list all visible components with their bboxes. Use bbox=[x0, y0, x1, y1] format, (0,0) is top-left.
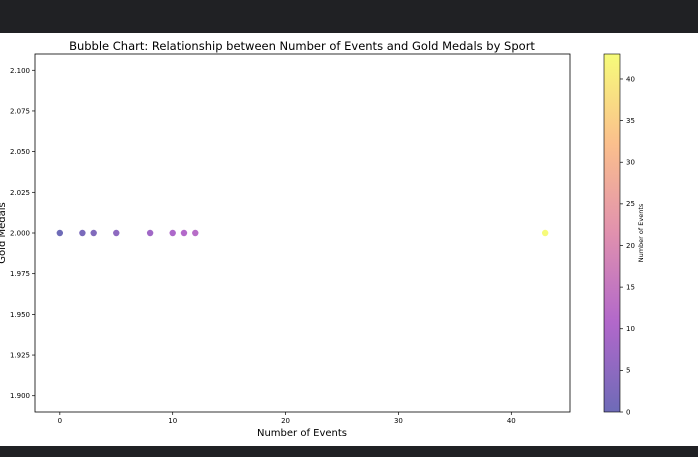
colorbar-tick-label: 15 bbox=[626, 283, 635, 291]
data-point bbox=[180, 229, 188, 237]
data-point bbox=[113, 229, 120, 237]
data-point bbox=[169, 229, 176, 237]
colorbar-tick-label: 20 bbox=[626, 242, 635, 250]
y-axis-label: Gold Medals bbox=[0, 202, 8, 263]
data-points bbox=[56, 229, 549, 237]
x-tick-label: 10 bbox=[168, 417, 177, 425]
y-tick-label: 2.050 bbox=[10, 148, 30, 156]
y-axis-ticks: 1.900 1.925 1.950 1.975 2.000 2.025 2.050 2.075… bbox=[10, 67, 35, 400]
colorbar-tick-label: 0 bbox=[626, 408, 630, 416]
colorbar bbox=[603, 53, 621, 413]
colorbar-tick-label: 35 bbox=[626, 117, 635, 125]
colorbar-tick-label: 25 bbox=[626, 200, 635, 208]
y-tick-label: 1.900 bbox=[10, 392, 30, 400]
y-tick-label: 2.075 bbox=[10, 107, 30, 115]
data-point bbox=[541, 229, 549, 237]
colorbar-tick-label: 40 bbox=[626, 75, 635, 83]
x-axis-label: Number of Events bbox=[257, 428, 347, 439]
y-tick-label: 1.950 bbox=[10, 311, 30, 319]
x-tick-label: 20 bbox=[281, 417, 290, 425]
data-point bbox=[146, 229, 154, 237]
colorbar-tick-label: 10 bbox=[626, 325, 635, 333]
x-tick-label: 30 bbox=[394, 417, 403, 425]
x-tick-label: 0 bbox=[58, 417, 62, 425]
y-tick-label: 1.925 bbox=[10, 352, 30, 360]
data-point bbox=[90, 229, 97, 237]
colorbar-label: Number of Events bbox=[637, 203, 645, 262]
data-point bbox=[79, 229, 86, 237]
y-tick-label: 2.000 bbox=[10, 230, 30, 238]
window-top-bar bbox=[0, 0, 698, 33]
y-tick-label: 2.025 bbox=[10, 189, 30, 197]
data-point bbox=[56, 229, 64, 237]
chart-title: Bubble Chart: Relationship between Numbe… bbox=[69, 39, 535, 53]
window-bottom-bar bbox=[0, 446, 698, 457]
colorbar-ticks: 0 5 10 15 20 25 30 35 40 bbox=[620, 75, 635, 416]
colorbar-tick-label: 30 bbox=[626, 159, 635, 167]
y-tick-label: 1.975 bbox=[10, 270, 30, 278]
x-tick-label: 40 bbox=[507, 417, 516, 425]
colorbar-tick-label: 5 bbox=[626, 367, 630, 375]
data-point bbox=[192, 229, 199, 237]
x-axis-ticks: 0 10 20 30 40 bbox=[58, 412, 516, 425]
y-tick-label: 2.100 bbox=[10, 67, 30, 75]
